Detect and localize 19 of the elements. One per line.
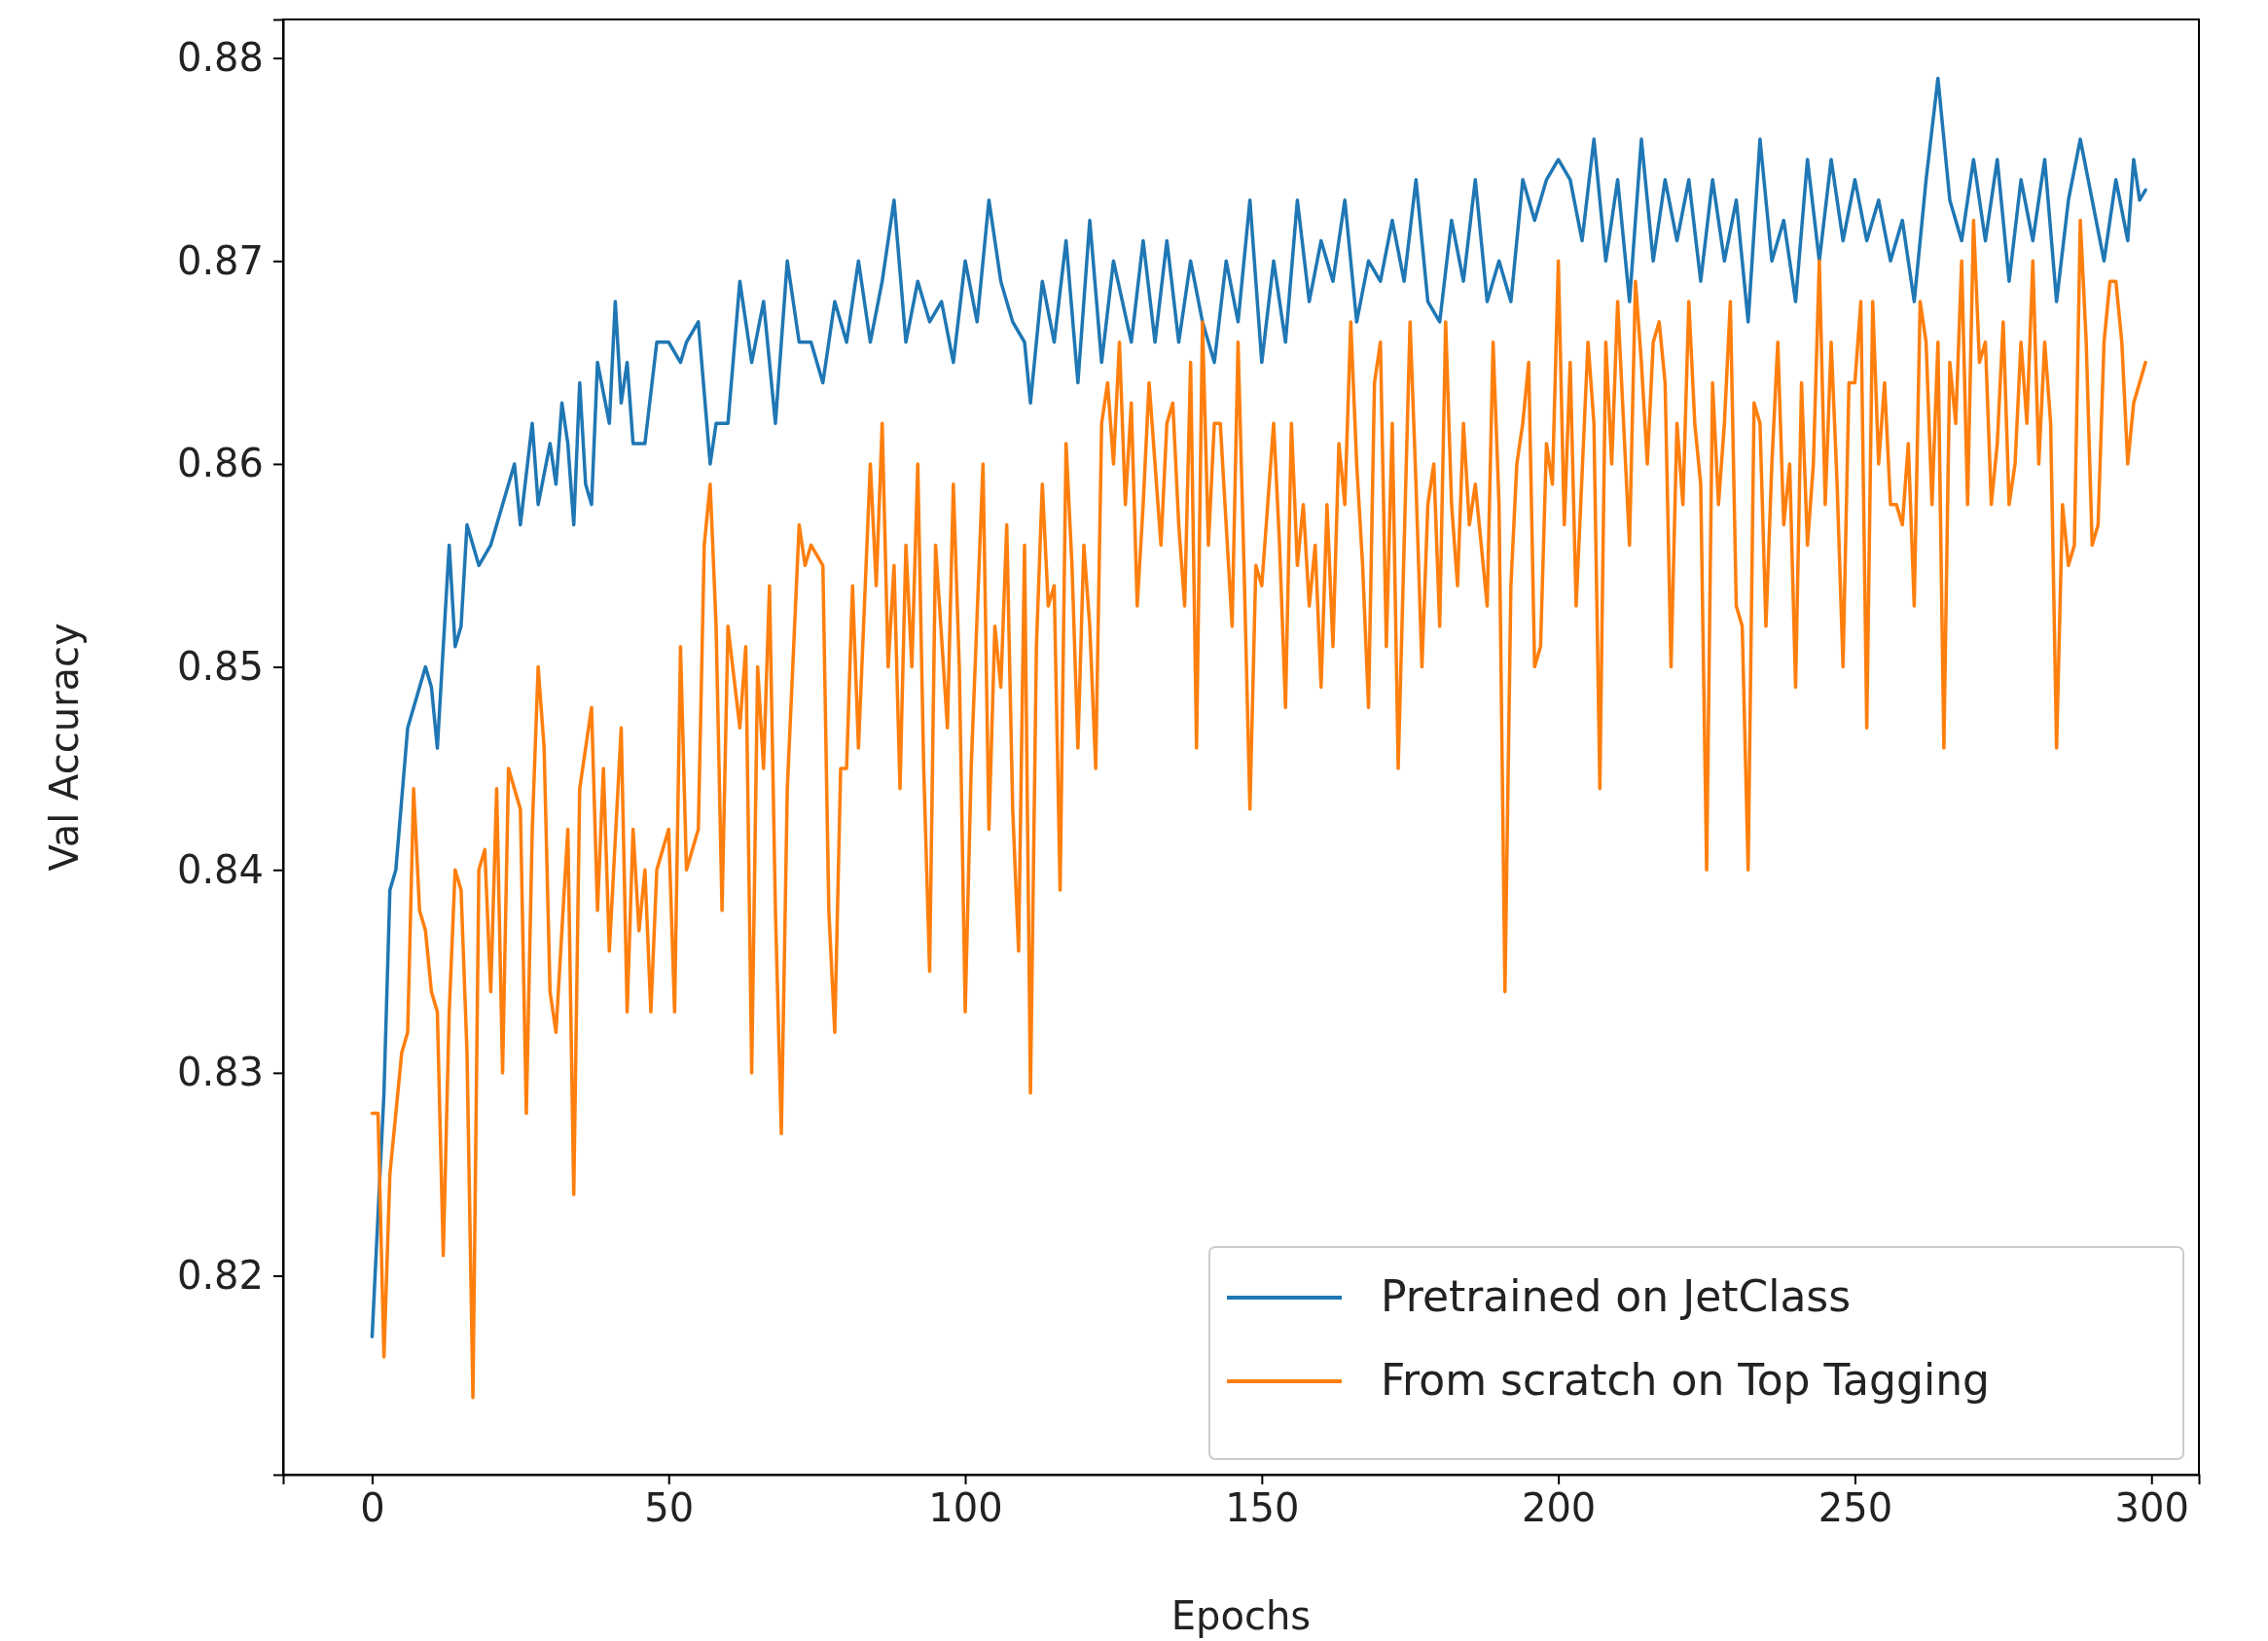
x-tick-label: 250 <box>1818 1485 1893 1531</box>
x-tick-label: 100 <box>928 1485 1003 1531</box>
y-tick-label: 0.83 <box>176 1050 264 1095</box>
x-tick-label: 150 <box>1225 1485 1300 1531</box>
y-tick-label: 0.85 <box>176 643 264 689</box>
x-tick-label: 300 <box>2114 1485 2189 1531</box>
y-tick-label: 0.88 <box>176 34 264 80</box>
y-tick-label: 0.82 <box>176 1252 264 1298</box>
x-tick-label: 50 <box>644 1485 695 1531</box>
x-tick-label: 200 <box>1521 1485 1597 1531</box>
line-series <box>370 76 2147 1338</box>
x-tick-label: 0 <box>360 1485 385 1531</box>
legend-label: From scratch on Top Tagging <box>1381 1355 1990 1405</box>
y-tick-label: 0.84 <box>176 846 264 892</box>
y-tick-label: 0.86 <box>176 441 264 486</box>
x-axis-title: Epochs <box>1170 1593 1312 1638</box>
y-axis-title: Val Accuracy <box>42 623 87 872</box>
y-tick-label: 0.87 <box>176 237 264 283</box>
legend-label: Pretrained on JetClass <box>1381 1271 1852 1321</box>
